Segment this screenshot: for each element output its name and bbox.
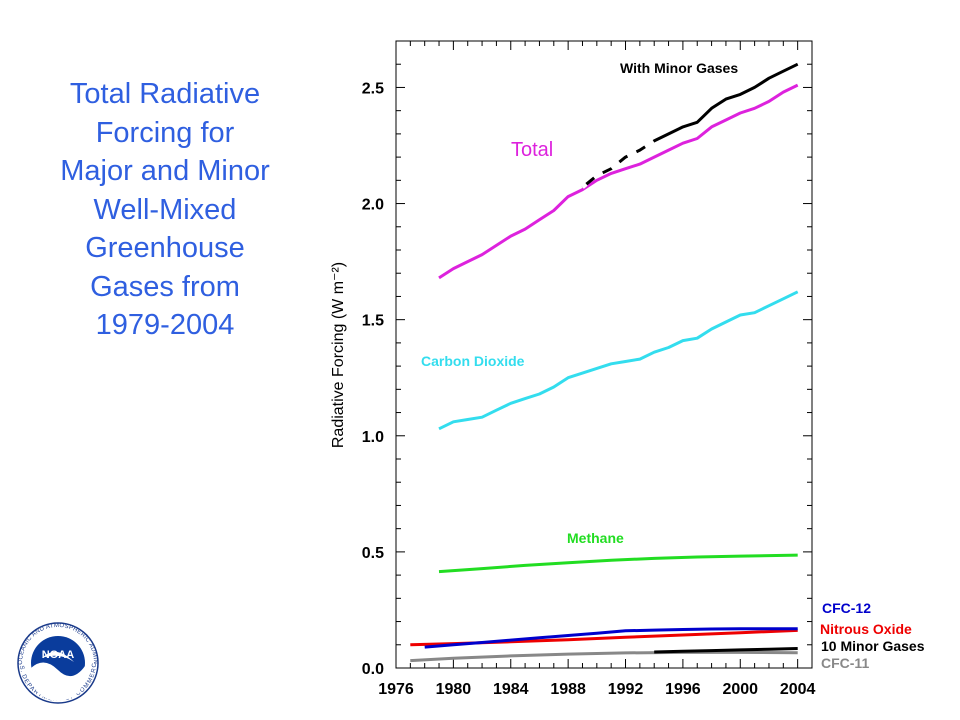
y-tick-label: 1.5 bbox=[362, 313, 384, 330]
series-label-5: Nitrous Oxide bbox=[820, 621, 912, 637]
series-label-4: CFC-12 bbox=[822, 600, 871, 616]
series-line-1 bbox=[438, 83, 799, 280]
x-tick-label: 2004 bbox=[780, 681, 816, 698]
series-layer bbox=[410, 62, 799, 663]
title-line: Total Radiative bbox=[69, 78, 261, 110]
series-labels: With Minor Gases Total Carbon Dioxide Metha… bbox=[421, 60, 925, 671]
x-tick-label: 1996 bbox=[665, 681, 701, 698]
title-line: Gases from bbox=[90, 270, 240, 303]
series-line-3 bbox=[438, 553, 798, 574]
y-tick-label: 1.0 bbox=[362, 429, 384, 446]
series-label-0: With Minor Gases bbox=[620, 60, 738, 76]
x-tick-label: 1980 bbox=[436, 681, 472, 698]
y-tick-label: 2.0 bbox=[362, 197, 384, 214]
series-line-4 bbox=[424, 627, 798, 649]
y-tick-label: 2.5 bbox=[362, 80, 384, 97]
x-tick-label: 1976 bbox=[378, 681, 414, 698]
title-line: Major and Minor bbox=[60, 155, 270, 187]
title-line: Forcing for bbox=[95, 116, 235, 149]
y-tick-label: 0.0 bbox=[362, 661, 384, 678]
series-label-1: Total bbox=[511, 139, 553, 161]
chart-title: Total Radiative Forcing for Major and Mi… bbox=[30, 75, 300, 345]
series-line-7 bbox=[410, 650, 798, 663]
x-tick-label: 1992 bbox=[608, 681, 644, 698]
series-line-2 bbox=[438, 290, 799, 431]
title-line: 1979-2004 bbox=[95, 309, 235, 341]
plot-frame bbox=[395, 40, 813, 669]
x-tick-label: 1984 bbox=[493, 681, 529, 698]
noaa-logo: NATIONAL OCEANIC AND ATMOSPHERIC ADMINIS… bbox=[12, 622, 99, 704]
logo-text: NOAA bbox=[42, 649, 74, 661]
series-dash-mask bbox=[581, 139, 656, 189]
y-axis-label: Radiative Forcing (W m⁻²) bbox=[330, 262, 347, 448]
y-tick-label: 0.5 bbox=[362, 545, 384, 562]
series-label-6: 10 Minor Gases bbox=[821, 638, 925, 654]
series-line-6 bbox=[654, 647, 798, 654]
series-line-0 bbox=[581, 62, 799, 189]
axes: 0.0 0.5 1.0 1.5 2.0 2.5 1976 1980 1984 1988 1992 19… bbox=[330, 40, 816, 698]
title-line: Well-Mixed bbox=[93, 193, 237, 226]
title-line: Greenhouse bbox=[85, 232, 245, 264]
series-label-3: Methane bbox=[567, 530, 624, 546]
x-tick-label: 2000 bbox=[722, 681, 758, 698]
series-label-2: Carbon Dioxide bbox=[421, 353, 525, 369]
series-label-7: CFC-11 bbox=[821, 655, 869, 671]
x-tick-label: 1988 bbox=[550, 681, 586, 698]
